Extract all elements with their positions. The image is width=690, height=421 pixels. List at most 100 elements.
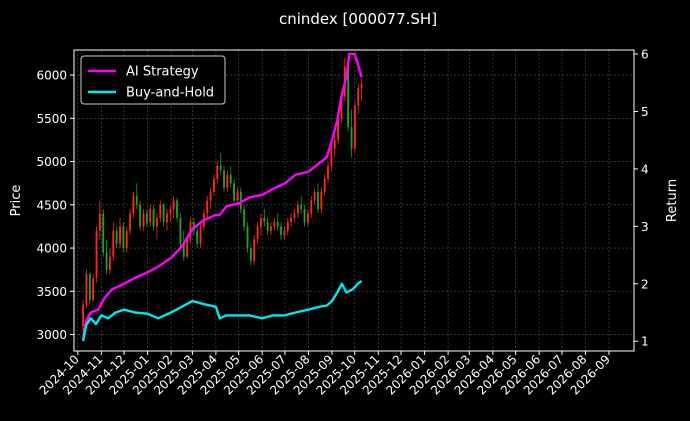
candle-body xyxy=(226,174,229,188)
y-tick-label: 6000 xyxy=(36,69,67,83)
chart-title: cnindex [000077.SH] xyxy=(279,10,437,28)
candle-body xyxy=(246,226,249,249)
candle-body xyxy=(253,239,256,262)
candle-body xyxy=(333,139,336,149)
candle-body xyxy=(353,105,356,149)
candle-body xyxy=(239,191,242,210)
candle-body xyxy=(95,230,98,279)
candle-body xyxy=(186,239,189,257)
candle-body xyxy=(209,191,212,201)
candle-body xyxy=(135,196,138,205)
candle-body xyxy=(313,191,316,201)
candle-body xyxy=(182,243,185,257)
candle-body xyxy=(323,178,326,192)
legend-label: AI Strategy xyxy=(126,65,199,80)
candle-body xyxy=(122,226,125,249)
candle-body xyxy=(266,222,269,231)
candle-body xyxy=(85,274,88,305)
y-tick-label: 5000 xyxy=(36,155,67,169)
legend-label: Buy-and-Hold xyxy=(126,86,214,101)
series-line-buy-and-hold xyxy=(81,279,363,342)
candle-body xyxy=(109,256,111,270)
candle-body xyxy=(139,204,142,227)
y2-axis-label: Return xyxy=(665,179,680,222)
candle-body xyxy=(357,88,360,106)
candle-body xyxy=(98,213,101,231)
candle-body xyxy=(112,230,115,257)
candle-body xyxy=(249,248,252,262)
candle-body xyxy=(115,230,118,244)
plot-frame xyxy=(73,49,635,352)
candle-body xyxy=(166,213,168,223)
candle-body xyxy=(293,213,296,218)
legend: AI Strategy Buy-and-Hold xyxy=(80,55,226,105)
candle-body xyxy=(263,217,266,223)
candle-body xyxy=(176,200,178,218)
candle-body xyxy=(327,165,329,179)
candle-body xyxy=(300,204,303,210)
return-lines xyxy=(81,52,363,342)
candle-body xyxy=(102,213,105,253)
candle-body xyxy=(350,126,353,149)
candle-body xyxy=(92,278,95,300)
candle-body xyxy=(296,204,299,214)
candle-body xyxy=(243,209,246,227)
candle-body xyxy=(142,213,145,227)
legend-box xyxy=(80,55,226,105)
candle-body xyxy=(152,209,155,227)
candle-body xyxy=(303,209,306,223)
candle-body xyxy=(219,165,222,171)
y-tick-label: 4000 xyxy=(36,242,67,256)
candle-body xyxy=(206,200,209,214)
candle-body xyxy=(105,252,108,270)
candle-body xyxy=(317,191,319,210)
candle-body xyxy=(192,222,195,231)
candle-body xyxy=(159,204,162,218)
candle-body xyxy=(145,213,148,223)
y2-tick-label: 1 xyxy=(641,335,649,349)
candle-body xyxy=(119,226,121,244)
candle-body xyxy=(88,274,91,300)
candlestick-series xyxy=(82,57,363,335)
candle-body xyxy=(360,83,363,89)
candle-body xyxy=(179,217,182,244)
y-tick-label: 3500 xyxy=(36,285,67,299)
candle-body xyxy=(155,217,158,227)
series-line-ai-strategy xyxy=(81,52,363,341)
candle-body xyxy=(270,226,272,231)
y-tick-label: 3000 xyxy=(36,328,67,342)
candle-body xyxy=(236,191,239,201)
y-axis-label: Price xyxy=(9,185,24,217)
candle-body xyxy=(169,209,172,214)
candle-body xyxy=(233,183,236,201)
y2-tick-label: 5 xyxy=(641,105,649,119)
candle-body xyxy=(290,217,293,223)
y-tick-label: 5500 xyxy=(36,112,67,126)
y-tick-label: 4500 xyxy=(36,198,67,212)
candle-body xyxy=(286,222,289,231)
candle-body xyxy=(172,200,175,210)
y2-tick-label: 6 xyxy=(641,48,649,62)
grid-lines xyxy=(74,50,634,351)
candle-body xyxy=(199,226,202,244)
y-axis-left: 3000 3500 4000 4500 5000 5500 6000 xyxy=(36,69,74,342)
candle-body xyxy=(340,96,343,119)
candle-body xyxy=(310,200,313,214)
candle-body xyxy=(149,209,152,223)
y2-tick-label: 4 xyxy=(641,162,649,176)
candle-body xyxy=(132,196,135,214)
candle-body xyxy=(280,226,282,236)
candle-body xyxy=(213,178,215,192)
candle-body xyxy=(162,204,165,223)
y2-tick-label: 3 xyxy=(641,220,649,234)
candle-body xyxy=(260,217,262,227)
candle-body xyxy=(337,118,340,140)
y2-tick-label: 2 xyxy=(641,277,649,291)
candle-body xyxy=(306,213,309,223)
candle-body xyxy=(276,222,279,227)
candle-body xyxy=(129,213,132,231)
candle-body xyxy=(273,222,276,227)
candle-body xyxy=(196,230,199,244)
candle-body xyxy=(125,230,128,249)
